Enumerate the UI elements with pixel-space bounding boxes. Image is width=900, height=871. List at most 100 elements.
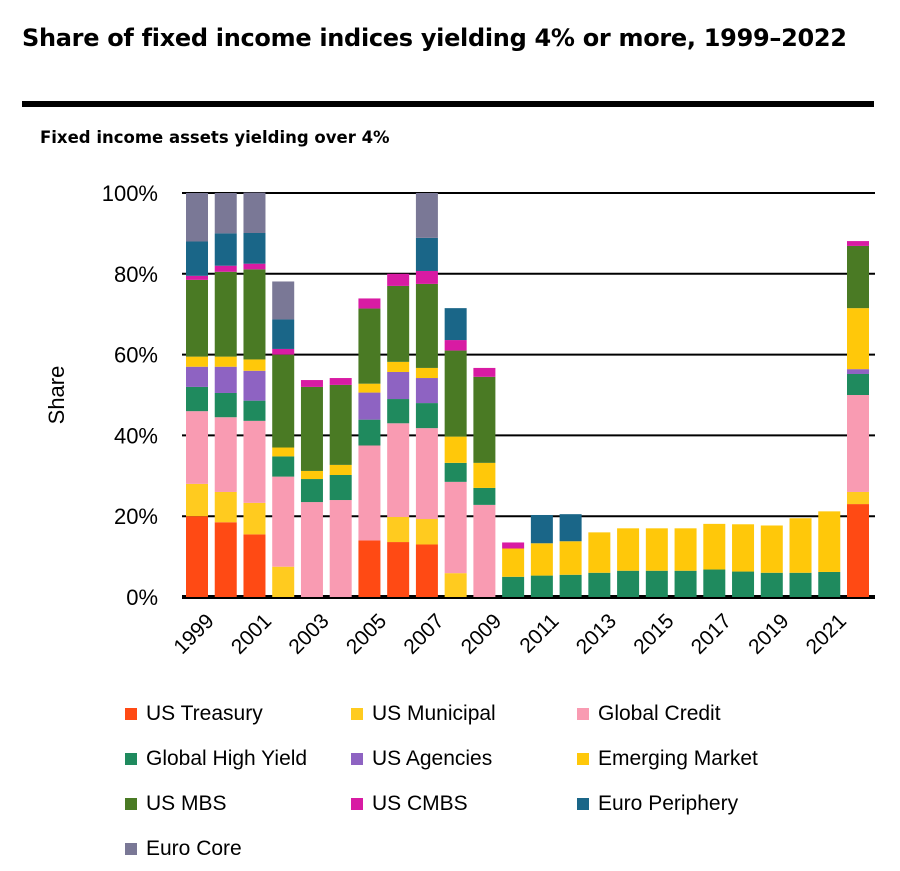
bar-segment-emerging-market xyxy=(186,356,208,367)
bar-segment-global-high-yield xyxy=(818,571,841,597)
bar-2014 xyxy=(617,528,640,597)
bar-2006 xyxy=(387,273,410,597)
x-tick-label: 2003 xyxy=(284,609,333,658)
bar-segment-emerging-market xyxy=(732,524,755,572)
bar-segment-emerging-market xyxy=(214,356,237,367)
bar-segment-us-agencies xyxy=(847,369,869,374)
bar-segment-global-high-yield xyxy=(444,462,467,482)
bar-segment-emerging-market xyxy=(789,518,812,573)
x-tick-label: 2019 xyxy=(744,609,793,658)
bar-2022 xyxy=(847,241,869,597)
bar-segment-us-treasury xyxy=(214,522,237,597)
bar-2004 xyxy=(329,378,352,597)
bar-segment-global-high-yield xyxy=(272,456,295,477)
bar-segment-us-cmbs xyxy=(214,265,237,272)
bar-2009 xyxy=(473,367,496,597)
bar-segment-global-credit xyxy=(329,500,352,597)
bar-segment-us-cmbs xyxy=(473,367,496,377)
y-tick-label: 60% xyxy=(114,343,158,368)
bar-segment-euro-periphery xyxy=(559,514,582,542)
bar-segment-global-high-yield xyxy=(387,399,410,424)
bar-segment-emerging-market xyxy=(818,511,841,572)
legend-label: US Treasury xyxy=(146,702,263,725)
bar-segment-global-high-yield xyxy=(760,572,783,597)
y-tick-label: 0% xyxy=(126,585,158,610)
bar-segment-global-high-yield xyxy=(502,576,525,597)
bar-segment-euro-core xyxy=(186,193,208,242)
bar-segment-global-high-yield xyxy=(645,570,668,597)
bar-segment-us-mbs xyxy=(272,354,295,448)
bar-segment-us-municipal xyxy=(387,517,410,543)
legend-swatch xyxy=(125,798,137,810)
bar-segment-euro-core xyxy=(272,281,295,320)
bar-segment-global-high-yield xyxy=(559,574,582,597)
bar-segment-global-high-yield xyxy=(329,474,352,501)
chart-subtitle: Fixed income assets yielding over 4% xyxy=(40,128,390,147)
bar-2016 xyxy=(674,528,697,597)
bar-segment-us-cmbs xyxy=(502,542,525,549)
bar-2013 xyxy=(588,532,611,597)
bar-segment-emerging-market xyxy=(300,470,323,480)
bar-segment-euro-periphery xyxy=(444,308,467,341)
legend-item: Global High Yield xyxy=(125,745,351,773)
legend-swatch xyxy=(577,798,589,810)
bar-segment-us-municipal xyxy=(444,573,467,597)
x-tick-label: 2021 xyxy=(802,609,851,658)
legend-label: Euro Periphery xyxy=(598,792,739,815)
stacked-bar-chart: 0%20%40%60%80%100% 1999 2001 2003 2005 2007 2… xyxy=(44,181,875,659)
bar-segment-us-municipal xyxy=(272,566,295,597)
bar-segment-us-treasury xyxy=(358,540,381,597)
legend-swatch xyxy=(125,843,137,855)
bar-2012 xyxy=(559,514,582,597)
bar-segment-emerging-market xyxy=(387,361,410,372)
bar-segment-global-high-yield xyxy=(300,479,323,503)
bar-2002 xyxy=(272,281,295,597)
legend-label: US CMBS xyxy=(372,792,468,815)
bar-segment-euro-periphery xyxy=(243,232,266,264)
bar-segment-emerging-market xyxy=(588,532,611,573)
bar-segment-us-mbs xyxy=(847,245,869,309)
bar-segment-global-credit xyxy=(358,445,381,541)
bar-segment-global-credit xyxy=(415,428,438,520)
bar-segment-us-mbs xyxy=(214,271,237,357)
bar-2007 xyxy=(415,193,438,597)
legend-item: US CMBS xyxy=(351,790,577,818)
x-tick-label: 2015 xyxy=(629,609,678,658)
legend-label: US Municipal xyxy=(372,702,496,725)
bar-segment-euro-core xyxy=(415,193,438,238)
bar-segment-us-mbs xyxy=(243,269,266,360)
bar-segment-emerging-market xyxy=(329,464,352,475)
bar-segment-global-credit xyxy=(186,411,208,484)
bar-segment-global-credit xyxy=(243,420,266,503)
bar-segment-euro-periphery xyxy=(272,319,295,349)
bar-segment-emerging-market xyxy=(415,367,438,379)
legend-label: US Agencies xyxy=(372,747,493,770)
legend-swatch xyxy=(351,798,363,810)
y-axis-label: Share xyxy=(44,366,69,425)
bar-segment-global-high-yield xyxy=(186,386,208,412)
title-rule xyxy=(22,101,874,107)
bar-segment-us-mbs xyxy=(415,283,438,368)
bar-2000 xyxy=(214,193,237,597)
legend-label: Euro Core xyxy=(146,837,242,860)
bar-segment-us-cmbs xyxy=(243,263,266,270)
bar-segment-us-municipal xyxy=(214,491,237,523)
bar-segment-global-high-yield xyxy=(789,572,812,597)
bar-segment-emerging-market xyxy=(358,383,381,393)
bar-segment-us-cmbs xyxy=(444,340,467,351)
bar-segment-us-cmbs xyxy=(387,273,410,286)
bar-segment-us-municipal xyxy=(186,483,208,517)
bar-2001 xyxy=(243,192,266,597)
bar-segment-emerging-market xyxy=(473,462,496,488)
legend-swatch xyxy=(351,708,363,720)
bar-segment-us-agencies xyxy=(214,366,237,393)
bar-segment-us-mbs xyxy=(300,386,323,471)
bar-segment-euro-core xyxy=(243,192,266,233)
legend-item: Euro Periphery xyxy=(577,790,837,818)
bar-2003 xyxy=(300,380,323,597)
legend-swatch xyxy=(577,708,589,720)
bar-segment-us-mbs xyxy=(387,285,410,362)
bar-segment-us-cmbs xyxy=(272,348,295,355)
bar-2008 xyxy=(444,308,467,597)
bar-segment-emerging-market xyxy=(703,523,726,570)
